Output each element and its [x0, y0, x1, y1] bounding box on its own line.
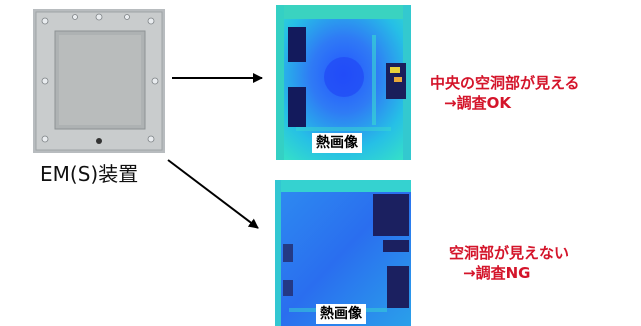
result-ng-line1: 空洞部が見えない [449, 244, 570, 262]
result-ng-line2: →調査NG [463, 264, 531, 282]
result-ok-line2: →調査OK [444, 94, 511, 112]
arrow-to-bottom [167, 159, 259, 229]
result-ok-line1: 中央の空洞部が見える [430, 74, 580, 92]
thermal-image-bottom [275, 180, 411, 326]
result-ok: 中央の空洞部が見える →調査OK [430, 73, 580, 113]
result-ng: 空洞部が見えない →調査NG [449, 243, 569, 283]
device-label: EM(S)装置 [40, 162, 139, 186]
thermal-bottom-caption: 熱画像 [316, 304, 366, 324]
device-photo [33, 9, 165, 153]
thermal-top-caption: 熱画像 [312, 133, 362, 153]
